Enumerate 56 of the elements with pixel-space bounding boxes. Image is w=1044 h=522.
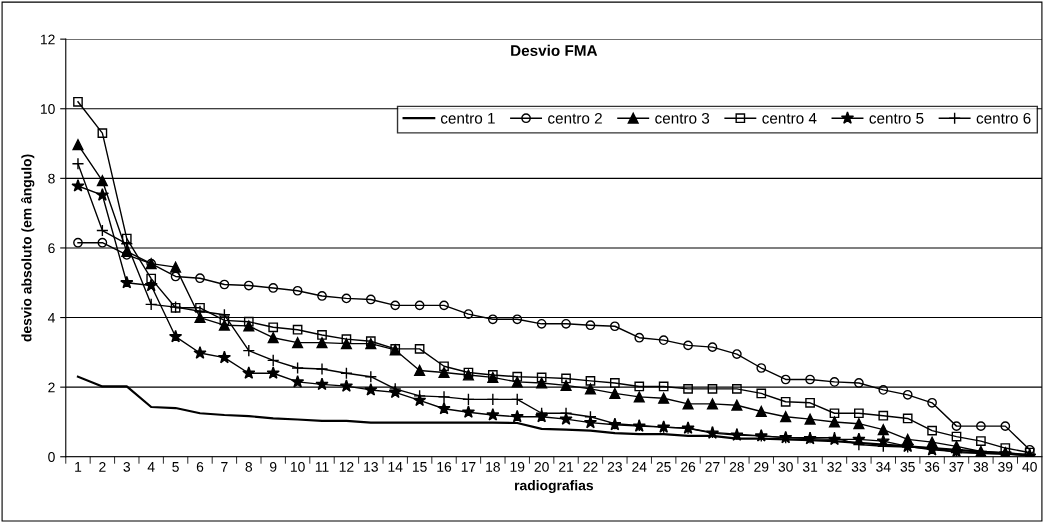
legend-label: centro 4 xyxy=(762,113,817,124)
x-tick-label: 33 xyxy=(851,461,866,472)
x-tick-label: 12 xyxy=(339,461,354,472)
x-tick-label: 36 xyxy=(924,461,940,472)
legend-label: centro 5 xyxy=(869,113,924,124)
x-tick-label: 2 xyxy=(99,461,106,472)
x-tick-label: 35 xyxy=(900,461,915,472)
x-tick-label: 29 xyxy=(754,461,769,472)
x-tick-label: 39 xyxy=(998,461,1013,472)
x-tick-label: 16 xyxy=(437,461,452,472)
legend-label: centro 3 xyxy=(655,112,710,124)
x-tick-label: 21 xyxy=(559,461,574,472)
chart-title: Desvio FMA xyxy=(511,44,598,57)
x-tick-label: 31 xyxy=(802,461,818,472)
y-tick-label: 6 xyxy=(48,243,55,254)
y-tick-label: 0 xyxy=(48,452,55,462)
x-tick-label: 17 xyxy=(461,462,476,472)
x-tick-label: 5 xyxy=(172,462,179,472)
y-axis-title: desvio absoluto (em ângulo) xyxy=(21,154,35,342)
y-tick-label: 4 xyxy=(47,313,55,323)
x-tick-label: 19 xyxy=(510,461,525,472)
x-tick-label: 4 xyxy=(147,462,155,472)
x-tick-label: 20 xyxy=(534,461,549,472)
y-tick-label: 8 xyxy=(48,173,55,184)
x-tick-label: 32 xyxy=(827,461,842,472)
x-tick-label: 10 xyxy=(290,461,305,472)
x-axis-title: radiografias xyxy=(515,480,594,494)
x-tick-label: 1 xyxy=(75,462,82,472)
legend-label: centro 6 xyxy=(976,112,1031,124)
x-tick-label: 13 xyxy=(364,461,378,472)
y-tick-label: 12 xyxy=(40,34,55,45)
x-tick-label: 15 xyxy=(412,462,427,472)
x-tick-label: 25 xyxy=(656,461,671,472)
x-tick-label: 3 xyxy=(123,461,131,472)
y-tick-label: 10 xyxy=(40,104,55,114)
x-tick-label: 14 xyxy=(388,462,403,472)
x-tick-label: 9 xyxy=(269,461,277,472)
legend-label: centro 2 xyxy=(548,112,602,124)
x-tick-label: 6 xyxy=(196,461,204,472)
legend-label: centro 1 xyxy=(440,113,495,124)
x-tick-label: 22 xyxy=(583,461,598,472)
x-tick-label: 27 xyxy=(705,461,720,472)
x-tick-label: 34 xyxy=(876,461,891,472)
x-tick-label: 38 xyxy=(973,461,989,472)
x-tick-label: 11 xyxy=(315,462,329,472)
y-tick-label: 2 xyxy=(48,382,55,393)
x-tick-label: 28 xyxy=(729,461,744,472)
x-tick-label: 37 xyxy=(949,461,964,472)
x-tick-label: 40 xyxy=(1022,461,1037,472)
x-tick-label: 7 xyxy=(221,462,228,472)
x-tick-label: 8 xyxy=(245,461,253,472)
x-tick-label: 30 xyxy=(778,461,793,472)
x-tick-label: 23 xyxy=(607,461,622,472)
x-tick-label: 26 xyxy=(681,461,696,472)
x-tick-label: 18 xyxy=(486,461,500,472)
x-tick-label: 24 xyxy=(632,461,647,472)
